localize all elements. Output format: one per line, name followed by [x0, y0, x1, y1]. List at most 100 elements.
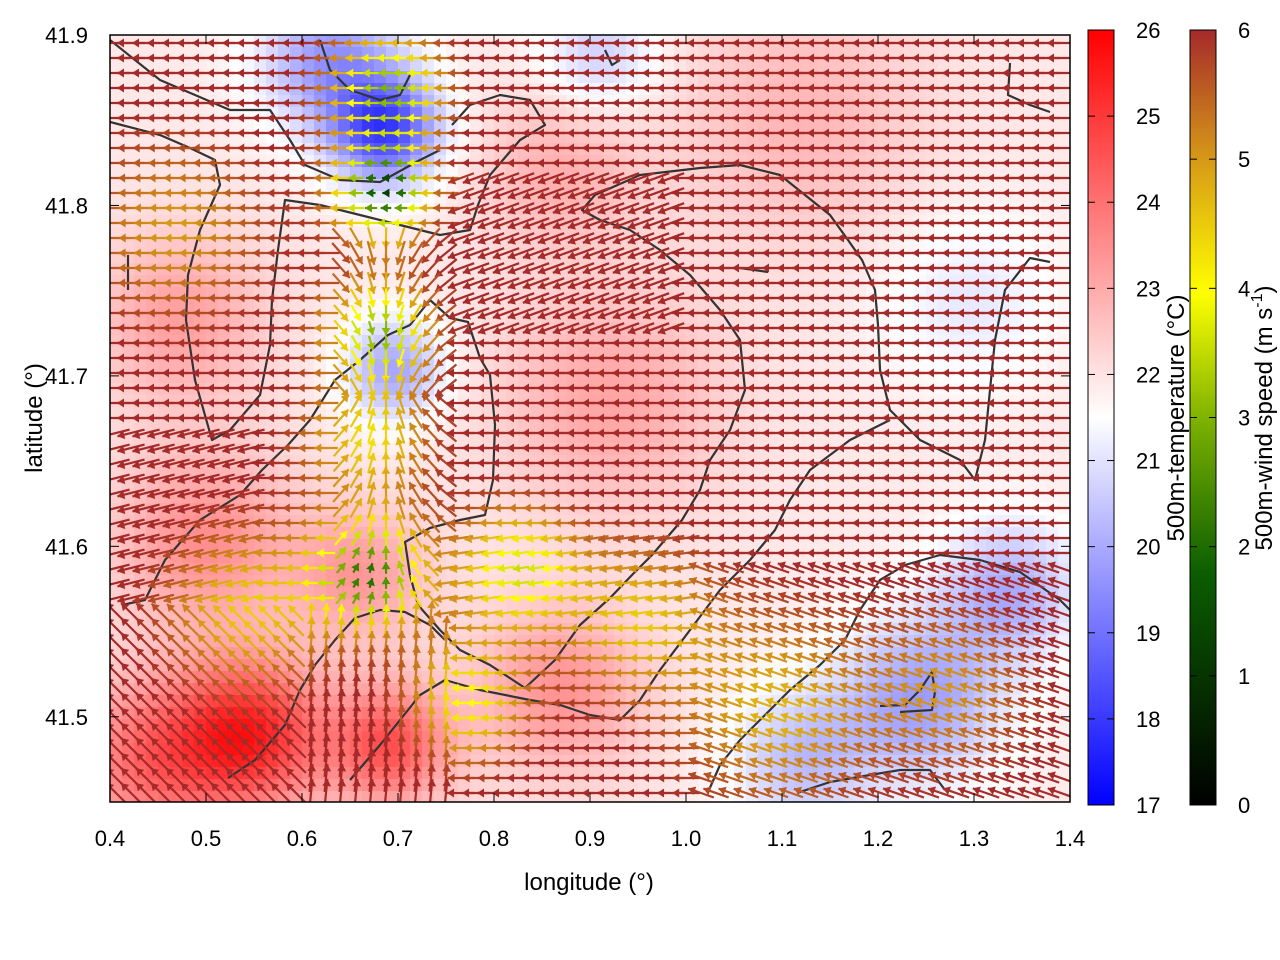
- heat-cell: [962, 59, 975, 72]
- heat-cell: [386, 155, 399, 168]
- heat-cell: [794, 419, 807, 432]
- heat-cell: [1058, 503, 1070, 516]
- heat-cell: [734, 299, 747, 312]
- heat-cell: [830, 359, 843, 372]
- heat-cell: [890, 119, 903, 132]
- heat-cell: [482, 599, 495, 612]
- heat-cell: [950, 119, 963, 132]
- heat-cell: [674, 359, 687, 372]
- heat-cell: [518, 59, 531, 72]
- heat-cell: [398, 179, 411, 192]
- heat-cell: [230, 215, 243, 228]
- heat-cell: [350, 59, 363, 72]
- heat-cell: [122, 71, 135, 84]
- heat-cell: [974, 239, 987, 252]
- heat-cell: [806, 47, 819, 60]
- heat-cell: [842, 59, 855, 72]
- heat-cell: [458, 59, 471, 72]
- heat-cell: [1058, 383, 1070, 396]
- heat-cell: [1058, 143, 1070, 156]
- heat-cell: [206, 59, 219, 72]
- heat-cell: [1022, 35, 1035, 48]
- heat-cell: [734, 179, 747, 192]
- heat-cell: [290, 515, 303, 528]
- heat-cell: [254, 239, 267, 252]
- heat-cell: [854, 539, 867, 552]
- heat-cell: [1058, 59, 1070, 72]
- heat-cell: [494, 779, 507, 792]
- heat-cell: [686, 59, 699, 72]
- heat-cell: [974, 479, 987, 492]
- heat-cell: [650, 695, 663, 708]
- heat-cell: [638, 659, 651, 672]
- heat-cell: [1034, 119, 1047, 132]
- heat-cell: [278, 599, 291, 612]
- heat-cell: [110, 239, 123, 252]
- heat-cell: [182, 71, 195, 84]
- heat-cell: [914, 239, 927, 252]
- heat-cell: [590, 719, 603, 732]
- heat-cell: [326, 575, 339, 588]
- heat-cell: [422, 119, 435, 132]
- heat-cell: [170, 119, 183, 132]
- heat-cell: [1058, 455, 1070, 468]
- heat-cell: [590, 59, 603, 72]
- heat-cell: [794, 179, 807, 192]
- heat-cell: [146, 239, 159, 252]
- heat-cell: [590, 479, 603, 492]
- heat-cell: [530, 779, 543, 792]
- heat-cell: [1034, 539, 1047, 552]
- heat-cell: [530, 419, 543, 432]
- heat-cell: [506, 47, 519, 60]
- heat-cell: [386, 119, 399, 132]
- heat-cell: [1034, 359, 1047, 372]
- heat-cell: [1058, 119, 1070, 132]
- heat-cell: [470, 635, 483, 648]
- heat-cell: [326, 263, 339, 276]
- heat-cell: [1046, 59, 1059, 72]
- heat-cell: [830, 239, 843, 252]
- heat-cell: [1058, 443, 1070, 456]
- heat-cell: [734, 539, 747, 552]
- heat-cell: [854, 59, 867, 72]
- heat-cell: [386, 347, 399, 360]
- heat-cell: [1058, 47, 1070, 60]
- heat-cell: [950, 359, 963, 372]
- heat-cell: [290, 47, 303, 60]
- heat-cell: [374, 347, 387, 360]
- heat-cell: [794, 539, 807, 552]
- heat-cell: [470, 419, 483, 432]
- heat-cell: [230, 59, 243, 72]
- heat-cell: [926, 47, 939, 60]
- heat-cell: [914, 359, 927, 372]
- heat-cell: [338, 119, 351, 132]
- heat-cell: [554, 119, 567, 132]
- heat-cell: [590, 659, 603, 672]
- heat-cell: [674, 479, 687, 492]
- heat-cell: [206, 239, 219, 252]
- heat-cell: [386, 59, 399, 72]
- heat-cell: [914, 299, 927, 312]
- heat-cell: [554, 479, 567, 492]
- heat-cell: [1058, 263, 1070, 276]
- heat-cell: [818, 59, 831, 72]
- heat-cell: [974, 299, 987, 312]
- heat-cell: [1058, 95, 1070, 108]
- heat-cell: [182, 59, 195, 72]
- heat-cell: [974, 119, 987, 132]
- heat-cell: [302, 539, 315, 552]
- heat-cell: [734, 419, 747, 432]
- heat-cell: [590, 623, 603, 636]
- heat-cell: [794, 239, 807, 252]
- heat-cell: [854, 299, 867, 312]
- heat-cell: [1058, 83, 1070, 96]
- heat-cell: [290, 119, 303, 132]
- heat-cell: [914, 479, 927, 492]
- heat-cell: [710, 239, 723, 252]
- heat-cell: [782, 35, 795, 48]
- heat-cell: [650, 683, 663, 696]
- heat-cell: [1034, 419, 1047, 432]
- heat-cell: [1022, 59, 1035, 72]
- heat-cell: [302, 59, 315, 72]
- heat-cell: [902, 47, 915, 60]
